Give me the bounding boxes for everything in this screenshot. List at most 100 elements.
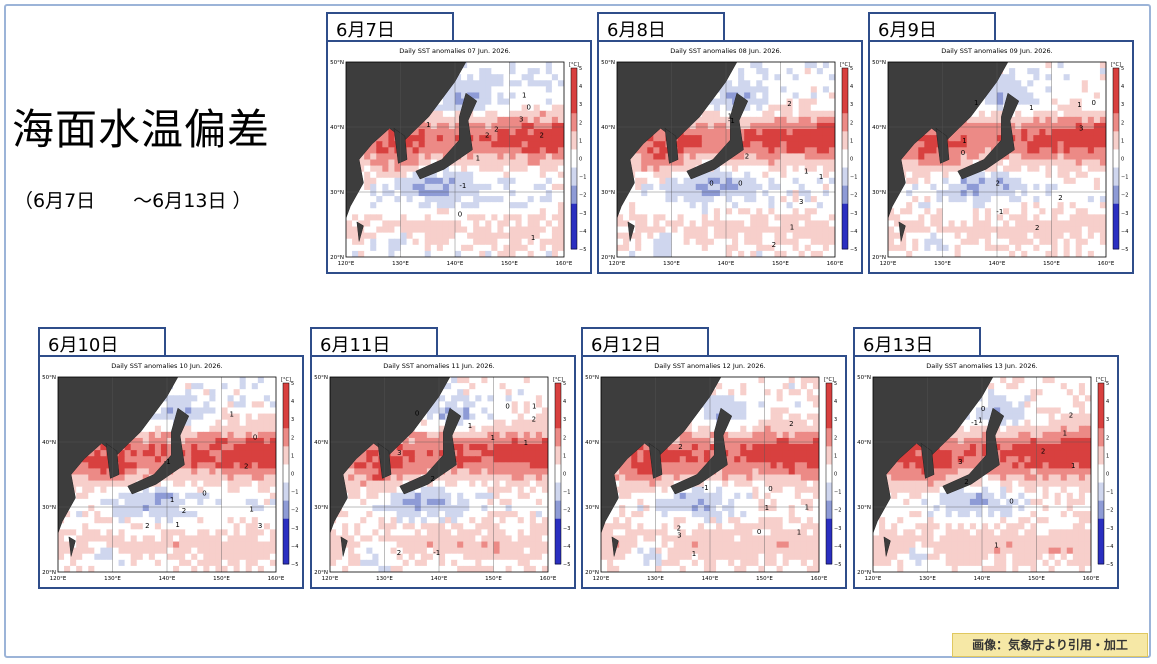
contour-label: 2 (787, 100, 791, 108)
lat-label: 40°N (42, 440, 56, 446)
colorbar-tick: −3 (563, 526, 570, 532)
contour-label: 3 (519, 116, 523, 124)
lon-label: 130°E (663, 261, 680, 267)
colorbar-tick: 0 (291, 472, 294, 478)
contour-label: 1 (1063, 430, 1067, 438)
colorbar-tick: 5 (834, 381, 837, 387)
lat-label: 30°N (330, 190, 344, 196)
lon-label: 150°E (213, 576, 230, 582)
colorbar-tick: −1 (834, 490, 841, 496)
contour-label: 0 (961, 149, 965, 157)
colorbar-tick: 2 (1121, 120, 1124, 126)
colorbar-tick: −3 (579, 211, 586, 217)
contour-label: 0 (415, 409, 419, 417)
plot-border (329, 376, 549, 573)
colorbar-tick: 3 (579, 102, 582, 108)
colorbar-tick: −2 (1106, 508, 1113, 514)
colorbar-tick: −3 (1106, 526, 1113, 532)
lat-label: 20°N (872, 255, 886, 261)
colorbar-tick: −3 (834, 526, 841, 532)
colorbar-tick: 2 (850, 120, 853, 126)
colorbar-tick: 1 (1121, 138, 1124, 144)
colorbar-tick: 4 (579, 84, 582, 90)
land-mass (627, 221, 635, 242)
anomaly-field (601, 377, 819, 572)
lat-label: 30°N (585, 505, 599, 511)
colorbar-tick: −5 (850, 247, 857, 253)
sst-anomaly-map: Daily SST anomalies 11 Jun. 2026. 2 1 3 0 -1 1… (310, 355, 576, 589)
image-credit: 画像：気象庁より引用・加工 (952, 633, 1148, 657)
contour-label: 1 (170, 496, 174, 504)
anomaly-field (888, 62, 1106, 257)
lat-label: 40°N (857, 440, 871, 446)
colorbar-tick: 5 (850, 66, 853, 72)
contour-label: 0 (505, 403, 509, 411)
colorbar-tick: −4 (563, 544, 570, 550)
contour-label: 1 (426, 121, 430, 129)
anomaly-field (58, 377, 276, 572)
contour-label: 1 (249, 505, 253, 513)
colorbar-tick: −2 (291, 508, 298, 514)
plot-border (872, 376, 1092, 573)
sst-anomaly-map: Daily SST anomalies 13 Jun. 2026. 2 1 3 0 -1 1… (853, 355, 1119, 589)
land-mass (957, 92, 1020, 180)
contour-label: 1 (797, 528, 801, 536)
lon-label: 150°E (485, 576, 502, 582)
lat-label: 20°N (314, 570, 328, 576)
land-mass (346, 62, 467, 219)
land-mass (127, 407, 190, 495)
contour-label: 2 (1069, 411, 1073, 419)
contour-label: 1 (790, 224, 794, 232)
contour-label: 1 (819, 173, 823, 181)
land-mass (415, 92, 478, 180)
colorbar-tick: 1 (563, 453, 566, 459)
contour-label: 0 (709, 180, 713, 188)
lat-label: 30°N (601, 190, 615, 196)
contour-label: 1 (1071, 462, 1075, 470)
contour-label: -1 (702, 484, 709, 492)
lon-label: 140°E (447, 261, 464, 267)
colorbar-tick: −1 (1121, 175, 1128, 181)
contour-label: 1 (962, 137, 966, 145)
lon-label: 150°E (772, 261, 789, 267)
date-tab: 6月8日 (597, 12, 725, 41)
contour-label: 2 (244, 462, 248, 470)
contour-label: 2 (745, 152, 749, 160)
colorbar-tick: 0 (1106, 472, 1109, 478)
colorbar-tick: −1 (291, 490, 298, 496)
land-mass (601, 377, 722, 534)
date-tab: 6月10日 (38, 327, 166, 356)
sst-anomaly-map: Daily SST anomalies 10 Jun. 2026. 2 1 3 0 -1 1… (38, 355, 304, 589)
lat-label: 40°N (585, 440, 599, 446)
colorbar-tick: 4 (1121, 84, 1124, 90)
lon-label: 130°E (934, 261, 951, 267)
lon-label: 140°E (159, 576, 176, 582)
colorbar-tick: 1 (579, 138, 582, 144)
lat-label: 40°N (330, 125, 344, 131)
colorbar-tick: −1 (850, 175, 857, 181)
colorbar-tick: 0 (579, 157, 582, 163)
slide-frame (4, 4, 1151, 658)
colorbar-tick: 4 (1106, 399, 1109, 405)
contour-label: 0 (458, 210, 462, 218)
colorbar-tick: 5 (291, 381, 294, 387)
plot-border (600, 376, 820, 573)
contour-label: 2 (182, 507, 186, 515)
colorbar-tick: 3 (1106, 417, 1109, 423)
date-tab: 6月7日 (326, 12, 454, 41)
colorbar-tick: 5 (1121, 66, 1124, 72)
colorbar-unit: [°C] (553, 377, 563, 383)
land-mass (68, 536, 76, 557)
contour-label: 0 (738, 179, 742, 187)
colorbar-tick: −4 (1121, 229, 1128, 235)
map-heading: Daily SST anomalies 13 Jun. 2026. (926, 362, 1038, 370)
contour-label: 1 (230, 411, 234, 419)
map-panel-1: 6月8日 Daily SST anomalies 08 Jun. 2026. 2 1 3… (597, 12, 863, 274)
colorbar-tick: 2 (579, 120, 582, 126)
colorbar-tick: −5 (1121, 247, 1128, 253)
anomaly-field (617, 62, 835, 257)
contour-label: 2 (789, 420, 793, 428)
sst-anomaly-map: Daily SST anomalies 08 Jun. 2026. 2 1 3 0 -1 1… (597, 40, 863, 274)
lon-label: 160°E (268, 576, 285, 582)
colorbar-tick: 1 (291, 453, 294, 459)
